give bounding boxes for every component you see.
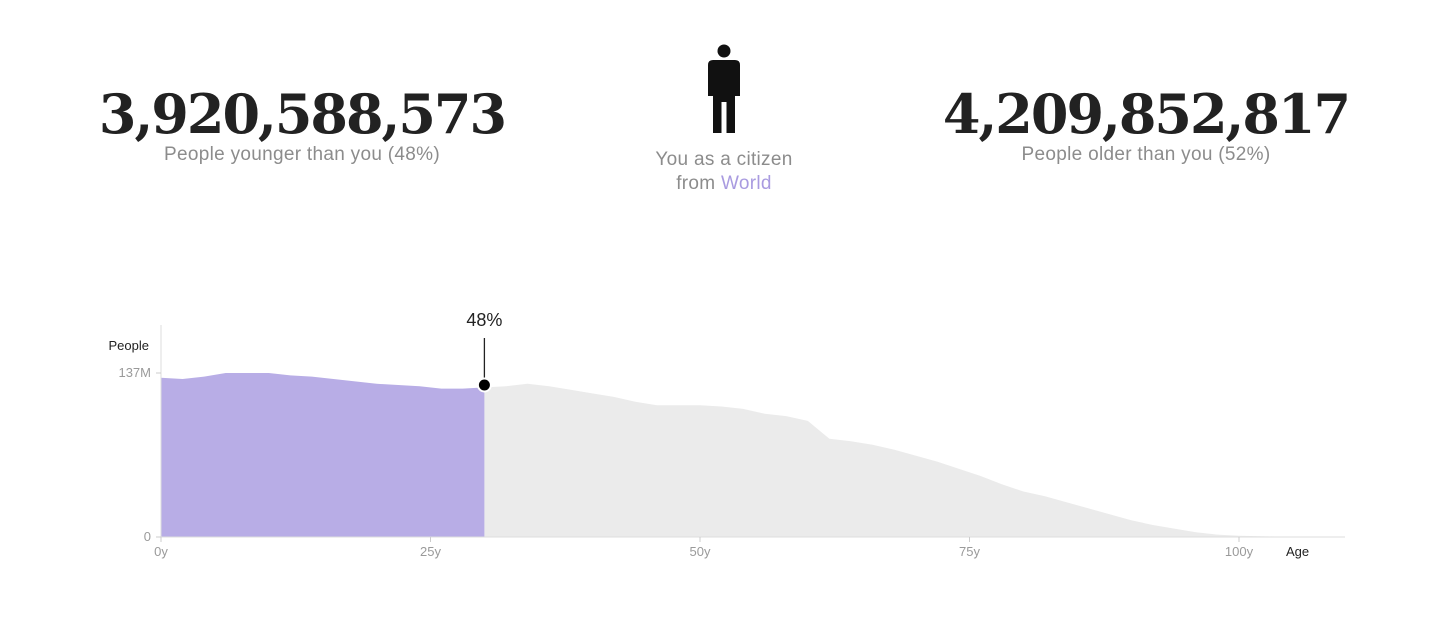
younger-count: 3,920,588,573: [98, 82, 507, 146]
citizen-prefix: from: [676, 173, 721, 194]
older-count: 4,209,852,817: [942, 82, 1351, 146]
y-axis-title: People: [109, 338, 149, 353]
younger-stat: 3,920,588,573 People younger than you (4…: [52, 82, 552, 166]
younger-label: People younger than you (48%): [164, 144, 440, 165]
older-label: People older than you (52%): [1021, 144, 1271, 165]
citizen-block: You as a citizen from World: [604, 44, 844, 196]
marker-label: 48%: [466, 310, 502, 330]
x-tick-label: 100y: [1225, 544, 1254, 559]
citizen-line-1: You as a citizen: [655, 149, 793, 170]
older-stat: 4,209,852,817 People older than you (52%…: [896, 82, 1396, 166]
x-tick-label: 0y: [154, 544, 168, 559]
x-tick-label: 25y: [420, 544, 441, 559]
younger-area: [161, 373, 485, 537]
x-axis-title: Age: [1286, 544, 1309, 559]
older-area: [484, 383, 1326, 537]
y-tick-label: 137M: [118, 365, 151, 380]
person-icon: [708, 44, 740, 133]
marker-dot: [476, 377, 492, 393]
citizen-line-2: from World: [604, 172, 844, 196]
x-tick-label: 50y: [690, 544, 711, 559]
country-link[interactable]: World: [721, 173, 772, 194]
y-tick-label: 0: [144, 529, 151, 544]
x-tick-label: 75y: [959, 544, 980, 559]
